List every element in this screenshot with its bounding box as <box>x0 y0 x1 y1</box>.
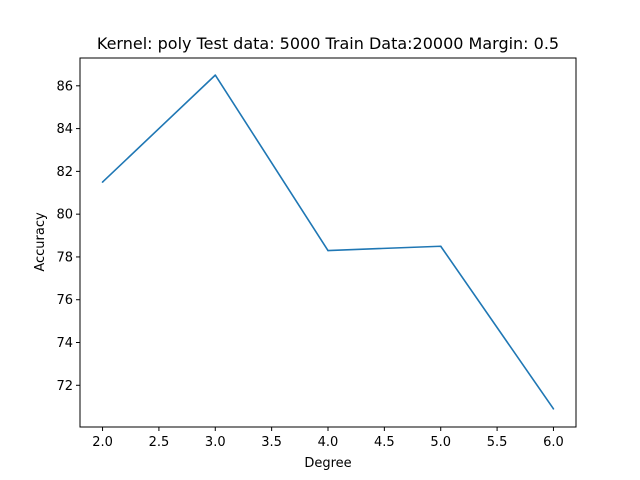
chart-marks <box>101 74 555 410</box>
x-tick-label: 2.0 <box>92 435 113 450</box>
x-tick-label: 4.5 <box>374 435 395 450</box>
x-tick-label: 5.5 <box>487 435 508 450</box>
y-tick-label: 78 <box>56 250 73 265</box>
data-point <box>101 181 104 183</box>
x-tick-label: 4.0 <box>318 435 339 450</box>
y-tick-label: 80 <box>56 208 73 223</box>
y-tick-label: 74 <box>56 336 73 351</box>
x-tick-label: 3.5 <box>261 435 282 450</box>
plot-area <box>80 58 576 427</box>
y-axis-label: Accuracy <box>33 212 48 272</box>
data-point <box>214 74 217 76</box>
y-tick-label: 84 <box>56 122 73 137</box>
data-point <box>439 245 442 248</box>
x-axis-label: Degree <box>304 456 351 471</box>
chart-title: Kernel: poly Test data: 5000 Train Data:… <box>97 34 559 53</box>
data-point <box>552 408 555 410</box>
x-tick-label: 5.0 <box>430 435 451 450</box>
x-tick-label: 2.5 <box>149 435 170 450</box>
y-tick-label: 72 <box>56 379 73 394</box>
y-tick-label: 82 <box>56 165 73 180</box>
y-tick-label: 76 <box>56 293 73 308</box>
x-tick-label: 6.0 <box>543 435 564 450</box>
x-tick-label: 3.0 <box>205 435 226 450</box>
x-axis-ticks: 2.0 2.5 3.0 3.5 4.0 4.5 5.0 5.5 6.0 <box>92 427 564 450</box>
y-axis-ticks: 72 74 76 78 80 82 84 86 <box>56 79 80 394</box>
y-tick-label: 86 <box>56 79 73 94</box>
data-point <box>327 249 329 252</box>
